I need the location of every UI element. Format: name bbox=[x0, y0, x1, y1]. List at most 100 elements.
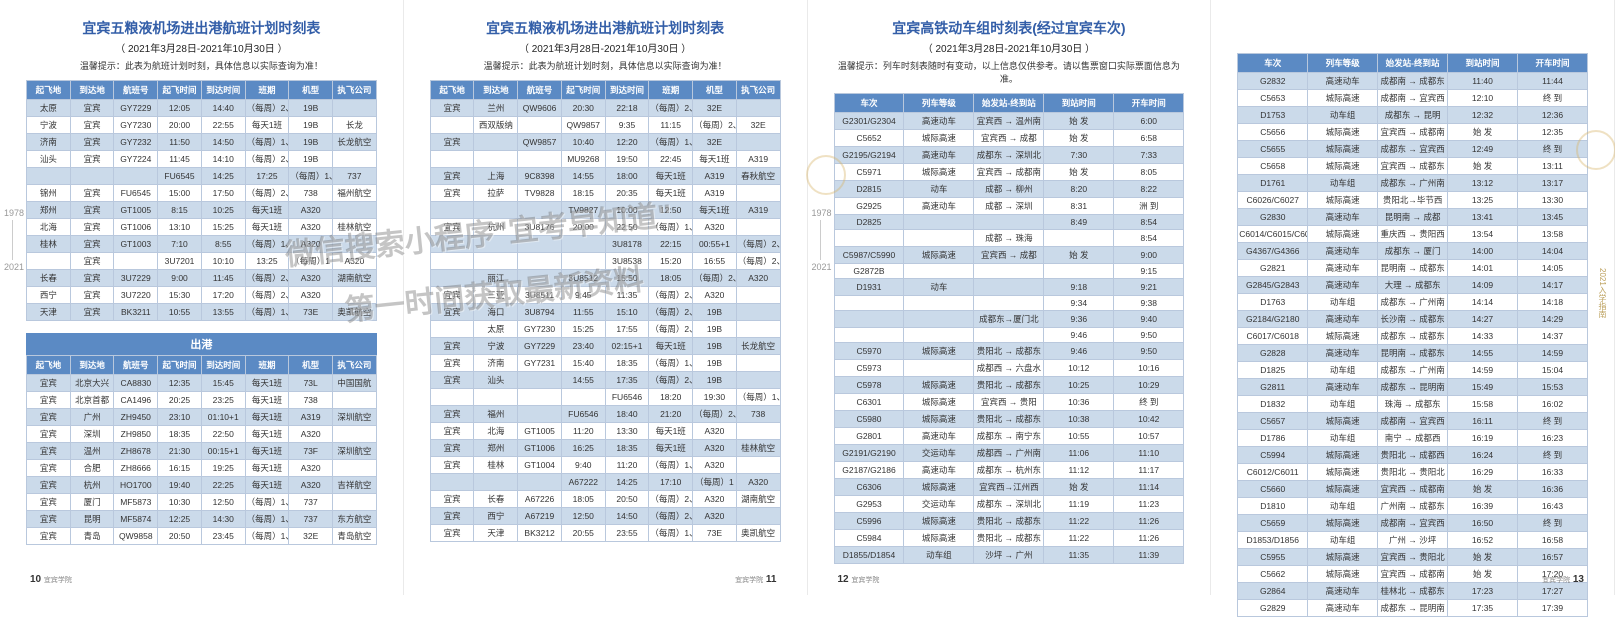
table-cell: 宜宾 bbox=[430, 491, 474, 508]
table-cell: GT1004 bbox=[518, 457, 562, 474]
table-cell: 3U8794 bbox=[518, 304, 562, 321]
table-cell bbox=[974, 215, 1044, 230]
table-cell: G2191/G2190 bbox=[834, 445, 904, 462]
table-cell: 16:29 bbox=[1448, 464, 1518, 481]
table-cell: A320 bbox=[289, 460, 333, 477]
table-cell: 宜宾 bbox=[27, 494, 71, 511]
table-cell: C5987/C5990 bbox=[834, 247, 904, 264]
table-cell: 19:40 bbox=[158, 477, 202, 494]
table-cell: 成都东 → 昆明 bbox=[1378, 107, 1448, 124]
table-cell: 9:36 bbox=[1044, 311, 1114, 328]
table-cell: 高速动车 bbox=[1308, 345, 1378, 362]
table-row: 天津宜宾BK321110:5513:55（每周）1、3、5、773E奥凯航空 bbox=[27, 304, 377, 321]
table-cell: 动车组 bbox=[1308, 498, 1378, 515]
table-cell: 7:30 bbox=[1044, 147, 1114, 164]
table-cell: （每周）2、4、6 bbox=[693, 406, 737, 423]
year-top: 1978 bbox=[812, 208, 832, 218]
table-cell bbox=[904, 296, 974, 311]
table-row: C5657城际高速成都南 → 宜宾西16:11终 到 bbox=[1238, 413, 1588, 430]
table-cell: QW9858 bbox=[114, 528, 158, 545]
table-cell: 22:45 bbox=[649, 151, 693, 168]
table-cell bbox=[430, 270, 474, 287]
table-row: 太原宜宾GY722912:0514:40（每周）2、4、619B bbox=[27, 100, 377, 117]
table-row: 宜宾合肥ZH866616:1519:25每天1班A320 bbox=[27, 460, 377, 477]
table-cell: 11:50 bbox=[158, 134, 202, 151]
table-cell: 东方航空 bbox=[333, 511, 377, 528]
table-cell: 杭州 bbox=[474, 219, 518, 236]
table-cell: 每天1班 bbox=[245, 375, 289, 392]
table-cell: 每天1班 bbox=[245, 477, 289, 494]
table-cell: 高速动车 bbox=[1308, 209, 1378, 226]
table-cell: 11:20 bbox=[605, 457, 649, 474]
table-cell bbox=[834, 230, 904, 247]
table-cell: GT1003 bbox=[114, 236, 158, 253]
table-cell: 宜宾 bbox=[430, 287, 474, 304]
table-cell: 宜宾 bbox=[430, 508, 474, 525]
table-cell: 城际高速 bbox=[1308, 90, 1378, 107]
table-cell: （每周）1 bbox=[289, 253, 333, 270]
table-cell bbox=[474, 253, 518, 270]
table-header: 班期 bbox=[245, 81, 289, 100]
table-cell bbox=[430, 151, 474, 168]
table-cell: 宜宾 bbox=[27, 477, 71, 494]
page-11: 宜宾五粮液机场进出港航班计划时刻表 （ 2021年3月28日-2021年10月3… bbox=[404, 0, 808, 595]
table-cell: （每周）2、4、6 bbox=[736, 253, 780, 270]
table-cell: 成都东 → 深圳北 bbox=[974, 147, 1044, 164]
table-cell: G2811 bbox=[1238, 379, 1308, 396]
table-cell bbox=[474, 474, 518, 491]
table-cell: （每周）2、4、6 bbox=[245, 151, 289, 168]
table-cell: 12:49 bbox=[1448, 141, 1518, 158]
table-cell: 广州 → 沙坪 bbox=[1378, 532, 1448, 549]
table-row: C6301城际高速宜宾西 → 贵阳10:36终 到 bbox=[834, 394, 1184, 411]
table-cell: GT1006 bbox=[114, 219, 158, 236]
table-cell: 北京大兴 bbox=[70, 375, 114, 392]
table-cell: 城际高速 bbox=[1308, 124, 1378, 141]
table-cell: 厦门 bbox=[70, 494, 114, 511]
table-cell: 城际高速 bbox=[1308, 192, 1378, 209]
table-cell: 15:25 bbox=[201, 219, 245, 236]
table-cell: 交运动车 bbox=[904, 496, 974, 513]
table-cell: 32E bbox=[736, 117, 780, 134]
table-cell: 23:40 bbox=[561, 338, 605, 355]
table-cell: 宜宾 bbox=[430, 338, 474, 355]
table-header: 起飞地 bbox=[27, 356, 71, 375]
table-cell: 城际高速 bbox=[1308, 464, 1378, 481]
table-cell bbox=[430, 117, 474, 134]
table-row: 西双版纳QW98579:3511:15（每周）2、4、632E bbox=[430, 117, 780, 134]
table-cell: 北海 bbox=[474, 423, 518, 440]
table-row: D2815动车成都 → 柳州8:208:22 bbox=[834, 181, 1184, 198]
depart-title: 出港 bbox=[26, 333, 377, 355]
table-cell bbox=[474, 134, 518, 151]
table-cell: 成都 → 深圳 bbox=[974, 198, 1044, 215]
table-row: D28258:498:54 bbox=[834, 215, 1184, 230]
table-row: G2195/G2194高速动车成都东 → 深圳北7:307:33 bbox=[834, 147, 1184, 164]
table-cell: 西宁 bbox=[27, 287, 71, 304]
table-cell: A320 bbox=[693, 287, 737, 304]
table-cell: 9:50 bbox=[1114, 328, 1184, 343]
table-cell: 北京首都 bbox=[70, 392, 114, 409]
table-cell: 中国国航 bbox=[333, 375, 377, 392]
table-row: G2925高速动车成都 → 深圳8:31洲 到 bbox=[834, 198, 1184, 215]
table-row: 丽江3U851215:5018:05（每周）2、4、6A320 bbox=[430, 270, 780, 287]
table-cell: 深圳航空 bbox=[333, 409, 377, 426]
table-cell: 23:10 bbox=[158, 409, 202, 426]
table-cell: 738 bbox=[289, 392, 333, 409]
table-cell bbox=[430, 474, 474, 491]
table-cell: 15:49 bbox=[1448, 379, 1518, 396]
table-cell: 成都南 → 宜宾西 bbox=[1378, 90, 1448, 107]
table-row: 宜宾西宁A6721912:5014:50（每周）2、4、6A320 bbox=[430, 508, 780, 525]
table-row: G2301/G2304高速动车宜宾西 → 温州南始 发6:00 bbox=[834, 113, 1184, 130]
table-cell: 始 发 bbox=[1448, 124, 1518, 141]
table-cell: 成都东 → 杭州东 bbox=[974, 462, 1044, 479]
table-cell: 高速动车 bbox=[904, 462, 974, 479]
table-cell: 高速动车 bbox=[1308, 311, 1378, 328]
table-header: 执飞公司 bbox=[333, 81, 377, 100]
table-cell: 14:50 bbox=[605, 508, 649, 525]
table-cell: C5994 bbox=[1238, 447, 1308, 464]
table-cell: 10:16 bbox=[1114, 360, 1184, 377]
table-cell: C5970 bbox=[834, 343, 904, 360]
table-cell: A320 bbox=[289, 287, 333, 304]
table-row: 宜宾北京首都CA149620:2523:25每天1班738 bbox=[27, 392, 377, 409]
table-cell bbox=[736, 287, 780, 304]
table-cell: 成都 → 珠海 bbox=[974, 230, 1044, 247]
